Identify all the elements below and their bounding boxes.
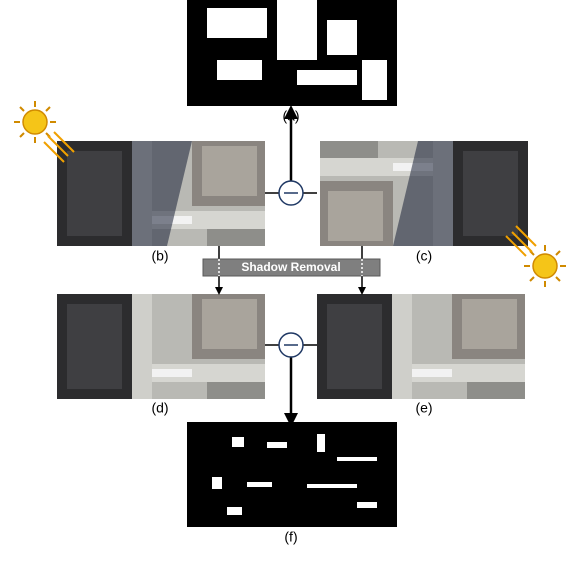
image-b [57, 141, 265, 246]
sun-rays [43, 131, 75, 163]
mask-f [187, 422, 397, 527]
mask-a [187, 0, 397, 106]
sun-rays [505, 225, 537, 257]
panel-label: (f) [284, 529, 297, 545]
process-label: Shadow Removal [241, 260, 340, 274]
image-d [57, 294, 265, 399]
panel-label: (e) [415, 400, 432, 416]
panel-label: (b) [151, 248, 168, 264]
image-c [320, 141, 528, 246]
panel-label: (a) [282, 108, 299, 124]
process-box [202, 258, 381, 277]
panel-label: (c) [416, 248, 432, 264]
panel-label: (d) [151, 400, 168, 416]
image-e [317, 294, 525, 399]
